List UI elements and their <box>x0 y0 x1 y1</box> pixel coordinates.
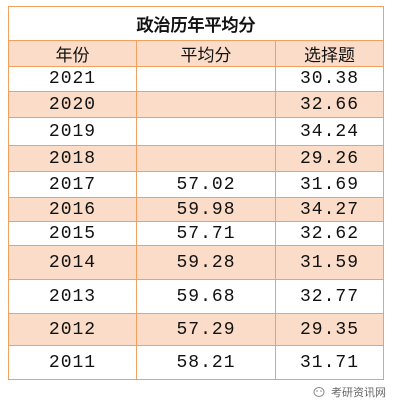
header-cell: 年份 <box>8 41 137 67</box>
watermark-text: 考研资讯网 <box>331 386 386 399</box>
table-cell <box>137 118 276 146</box>
table-cell: 2018 <box>8 146 137 172</box>
table-cell <box>137 146 276 172</box>
table-cell: 29.26 <box>276 146 384 172</box>
table-cell <box>137 92 276 118</box>
table-cell: 59.98 <box>137 198 276 222</box>
table-cell: 2015 <box>8 222 137 246</box>
table-cell: 2020 <box>8 92 137 118</box>
watermark-icon <box>313 387 325 397</box>
table-cell: 2013 <box>8 280 137 314</box>
table-cell: 59.68 <box>137 280 276 314</box>
table-cell: 57.29 <box>137 314 276 346</box>
watermark: 考研资讯网 <box>313 384 386 400</box>
table-cell: 57.02 <box>137 172 276 198</box>
table-cell: 2021 <box>8 67 137 92</box>
table-cell: 2017 <box>8 172 137 198</box>
table-cell: 59.28 <box>137 246 276 280</box>
table-cell: 2019 <box>8 118 137 146</box>
table-cell: 31.71 <box>276 346 384 380</box>
table-cell: 31.59 <box>276 246 384 280</box>
table-cell <box>137 67 276 92</box>
table-cell: 58.21 <box>137 346 276 380</box>
table-cell: 32.62 <box>276 222 384 246</box>
header-cell: 选择题 <box>276 41 384 67</box>
table-cell: 32.66 <box>276 92 384 118</box>
table-cell: 2014 <box>8 246 137 280</box>
table-cell: 2012 <box>8 314 137 346</box>
table-cell: 32.77 <box>276 280 384 314</box>
table-title: 政治历年平均分 <box>8 6 384 41</box>
table-cell: 57.71 <box>137 222 276 246</box>
table-cell: 2011 <box>8 346 137 380</box>
table-cell: 30.38 <box>276 67 384 92</box>
table-cell: 34.27 <box>276 198 384 222</box>
header-cell: 平均分 <box>137 41 276 67</box>
table-cell: 34.24 <box>276 118 384 146</box>
table-cell: 29.35 <box>276 314 384 346</box>
table-cell: 31.69 <box>276 172 384 198</box>
table-cell: 2016 <box>8 198 137 222</box>
